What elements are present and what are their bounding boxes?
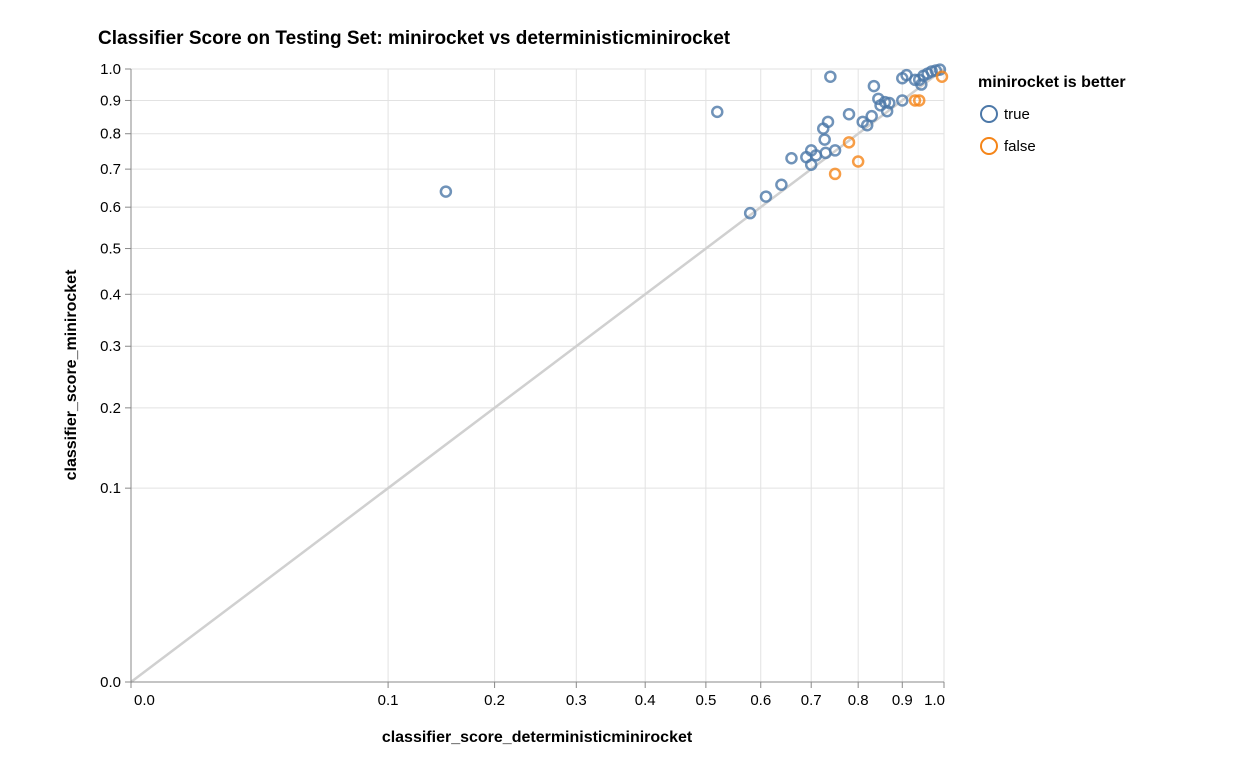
y-tick-label: 0.7 — [100, 161, 121, 178]
data-point-false — [851, 155, 865, 168]
y-tick-label: 0.8 — [100, 126, 121, 143]
axes: 0.0 0.1 0.2 0.3 0.4 0.5 0.6 0.7 0.8 0.9 1.0 0.0 0.1 0… — [100, 61, 945, 709]
chart-title: Classifier Score on Testing Set: miniroc… — [98, 28, 731, 49]
data-point-true — [775, 178, 788, 192]
x-tick-label: 0.3 — [566, 692, 587, 709]
data-point-true — [880, 104, 894, 118]
legend-title: minirocket is better — [978, 74, 1126, 91]
legend: minirocket is better true false — [978, 74, 1126, 155]
legend-label-true: true — [1004, 106, 1030, 123]
data-point-true — [439, 185, 453, 198]
x-tick-label: 0.1 — [378, 692, 399, 709]
x-tick-label: 0.7 — [801, 692, 822, 709]
x-tick-label: 0.5 — [695, 692, 716, 709]
x-tick-label: 0.2 — [484, 692, 505, 709]
data-point-true — [865, 109, 878, 123]
diagonal-reference-line — [130, 68, 945, 683]
data-point-true — [842, 107, 856, 121]
data-point-true — [828, 144, 842, 157]
legend-symbol-true — [980, 105, 998, 123]
y-axis-title: classifier_score_minirocket — [63, 269, 80, 480]
y-tick-label: 0.3 — [100, 338, 121, 355]
y-tick-label: 0.0 — [100, 674, 121, 691]
data-points — [439, 63, 949, 220]
y-tick-label: 0.1 — [100, 480, 121, 497]
data-point-true — [896, 94, 909, 107]
data-point-true — [759, 190, 773, 203]
x-tick-label: 1.0 — [924, 692, 945, 709]
data-point-true — [818, 133, 831, 146]
x-tick-label: 0.0 — [134, 692, 155, 709]
data-point-false — [842, 136, 856, 149]
data-point-true — [867, 79, 881, 93]
y-tick-label: 0.6 — [100, 199, 121, 216]
data-point-true — [743, 206, 757, 220]
x-axis-title: classifier_score_deterministicminirocket — [382, 729, 693, 746]
x-tick-label: 0.6 — [750, 692, 771, 709]
data-point-true — [933, 63, 947, 76]
y-tick-label: 0.5 — [100, 241, 121, 258]
data-point-false — [828, 167, 842, 181]
data-point-false — [935, 70, 949, 83]
y-tick-label: 1.0 — [100, 61, 121, 78]
data-point-true — [872, 92, 885, 106]
y-tick-label: 0.2 — [100, 400, 121, 417]
legend-label-false: false — [1004, 138, 1036, 155]
y-tick-label: 0.9 — [100, 92, 121, 109]
data-point-true — [883, 96, 896, 110]
data-point-false — [908, 94, 922, 107]
x-tick-label: 0.4 — [635, 692, 656, 709]
x-tick-label: 0.8 — [848, 692, 869, 709]
y-tick-label: 0.4 — [100, 286, 121, 303]
data-point-true — [711, 105, 724, 119]
data-point-true — [824, 70, 837, 83]
data-point-true — [785, 152, 798, 165]
data-point-true — [804, 158, 818, 172]
data-point-true — [821, 115, 835, 129]
x-tick-label: 0.9 — [892, 692, 913, 709]
data-point-false — [912, 94, 926, 107]
legend-symbol-false — [980, 137, 998, 155]
